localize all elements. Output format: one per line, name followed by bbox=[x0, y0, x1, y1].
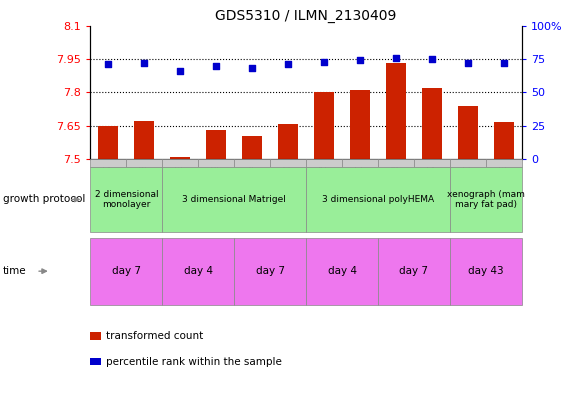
Point bbox=[283, 61, 293, 68]
Point bbox=[139, 60, 149, 66]
Bar bbox=[234, 159, 270, 167]
Bar bbox=[494, 122, 514, 159]
Text: time: time bbox=[3, 266, 27, 276]
Bar bbox=[90, 358, 101, 365]
Bar bbox=[450, 238, 522, 305]
Bar bbox=[422, 88, 442, 159]
Bar bbox=[450, 159, 486, 167]
Bar bbox=[378, 238, 450, 305]
Bar bbox=[450, 167, 522, 232]
Bar bbox=[414, 159, 450, 167]
Text: percentile rank within the sample: percentile rank within the sample bbox=[106, 356, 282, 367]
Bar bbox=[135, 121, 154, 159]
Bar bbox=[314, 92, 334, 159]
Bar bbox=[206, 130, 226, 159]
Bar bbox=[234, 238, 306, 305]
Title: GDS5310 / ILMN_2130409: GDS5310 / ILMN_2130409 bbox=[215, 9, 397, 23]
Text: day 4: day 4 bbox=[184, 266, 213, 276]
Point bbox=[391, 55, 401, 61]
Text: 3 dimensional Matrigel: 3 dimensional Matrigel bbox=[182, 195, 286, 204]
Text: transformed count: transformed count bbox=[106, 331, 203, 341]
Bar bbox=[90, 332, 101, 340]
Bar bbox=[90, 159, 127, 167]
Bar bbox=[162, 238, 234, 305]
Bar bbox=[350, 90, 370, 159]
Bar bbox=[386, 63, 406, 159]
Bar bbox=[306, 238, 378, 305]
Text: day 7: day 7 bbox=[112, 266, 141, 276]
Text: 2 dimensional
monolayer: 2 dimensional monolayer bbox=[94, 190, 158, 209]
Bar bbox=[162, 159, 198, 167]
Bar bbox=[99, 125, 118, 159]
Bar bbox=[342, 159, 378, 167]
Text: growth protocol: growth protocol bbox=[3, 195, 85, 204]
Text: day 7: day 7 bbox=[399, 266, 429, 276]
Bar bbox=[270, 159, 306, 167]
Point bbox=[247, 65, 257, 72]
Bar bbox=[306, 167, 450, 232]
Bar bbox=[90, 167, 162, 232]
Bar bbox=[243, 136, 262, 159]
Bar bbox=[458, 106, 477, 159]
Bar bbox=[486, 159, 522, 167]
Text: day 4: day 4 bbox=[328, 266, 357, 276]
Bar bbox=[170, 157, 190, 159]
Point bbox=[212, 62, 221, 69]
Text: day 7: day 7 bbox=[255, 266, 285, 276]
Text: xenograph (mam
mary fat pad): xenograph (mam mary fat pad) bbox=[447, 190, 525, 209]
Point bbox=[175, 68, 185, 74]
Bar bbox=[306, 159, 342, 167]
Text: day 43: day 43 bbox=[468, 266, 504, 276]
Text: 3 dimensional polyHEMA: 3 dimensional polyHEMA bbox=[322, 195, 434, 204]
Point bbox=[499, 60, 508, 66]
Point bbox=[104, 61, 113, 68]
Point bbox=[463, 60, 472, 66]
Bar bbox=[127, 159, 162, 167]
Point bbox=[427, 56, 437, 62]
Bar bbox=[90, 238, 162, 305]
Bar bbox=[198, 159, 234, 167]
Bar bbox=[378, 159, 414, 167]
Point bbox=[319, 59, 329, 65]
Point bbox=[355, 57, 365, 63]
Bar bbox=[278, 124, 298, 159]
Bar bbox=[162, 167, 306, 232]
